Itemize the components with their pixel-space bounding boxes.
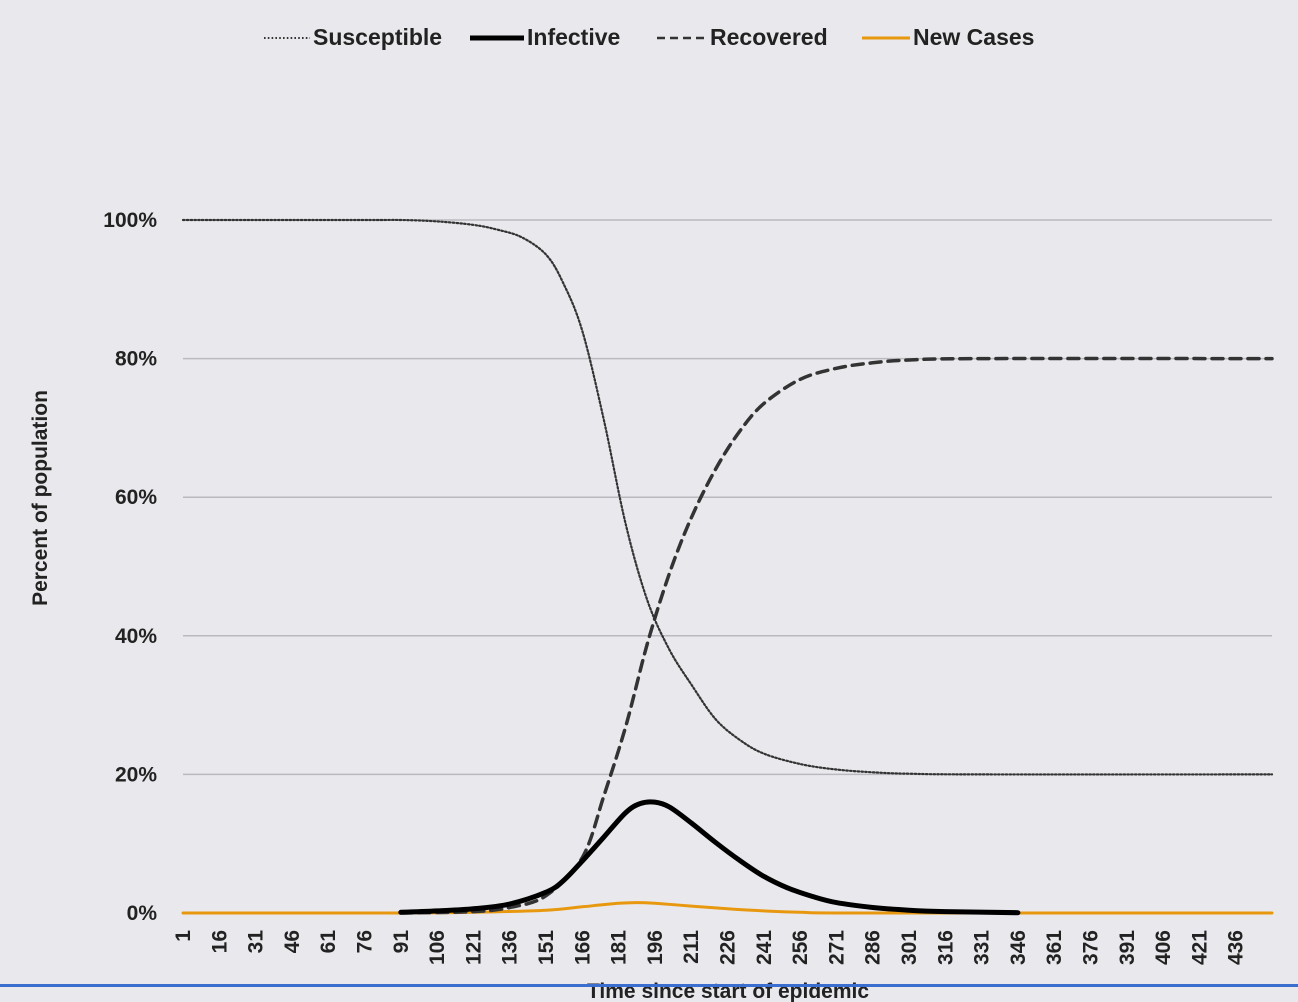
y-tick-label: 60% (115, 486, 157, 509)
series-line-new-cases (181, 901, 1274, 915)
x-tick-label: 61 (317, 930, 340, 954)
x-tick-label: 196 (644, 930, 667, 965)
legend-label-new-cases: New Cases (913, 24, 1034, 50)
y-tick-label: 40% (115, 625, 157, 648)
x-tick-label: 136 (499, 930, 522, 965)
legend: Susceptible Infective Recovered New Cases (264, 24, 1034, 50)
x-tick-label: 181 (608, 930, 631, 965)
y-axis-title: Percent of population (29, 390, 52, 606)
y-tick-label: 80% (115, 348, 157, 371)
x-tick-label: 346 (1007, 930, 1030, 965)
x-tick-label: 151 (535, 930, 558, 965)
y-tick-label: 100% (103, 209, 157, 232)
series-lines (181, 218, 1274, 916)
x-tick-label: 76 (354, 930, 377, 953)
x-tick-label: 1 (172, 930, 195, 942)
y-tick-label: 0% (127, 902, 158, 925)
x-tick-label: 226 (717, 930, 740, 965)
legend-label-recovered: Recovered (710, 24, 828, 50)
y-tick-label: 20% (115, 763, 157, 786)
x-tick-label: 91 (390, 930, 413, 954)
x-tick-label: 406 (1152, 930, 1175, 965)
x-tick-label: 301 (898, 930, 921, 965)
x-tick-label: 331 (971, 930, 994, 965)
x-tick-label: 376 (1080, 930, 1103, 965)
x-tick-label: 121 (462, 930, 485, 965)
y-tick-labels: 0% 20% 40% 60% 80% 100% (103, 209, 157, 925)
gridlines (183, 219, 1272, 776)
series-line-infective (398, 799, 1021, 916)
x-tick-label: 166 (571, 930, 594, 965)
series-line-susceptible (181, 218, 1274, 776)
x-tick-label: 31 (245, 930, 268, 954)
legend-label-infective: Infective (527, 24, 620, 50)
x-tick-label: 211 (680, 930, 703, 964)
x-tick-labels: 1 16 31 46 61 76 91 106 121 136 151 166 181 196 211 226… (172, 930, 1248, 965)
x-tick-label: 316 (934, 930, 957, 965)
x-tick-label: 286 (862, 930, 885, 965)
x-tick-label: 106 (426, 930, 449, 965)
x-tick-label: 16 (208, 930, 231, 953)
x-tick-label: 241 (753, 930, 776, 965)
legend-label-susceptible: Susceptible (313, 24, 442, 50)
x-tick-label: 361 (1043, 930, 1066, 965)
x-tick-label: 436 (1225, 930, 1248, 965)
x-tick-label: 46 (281, 930, 304, 953)
x-tick-label: 421 (1188, 930, 1211, 965)
x-tick-label: 391 (1116, 930, 1139, 965)
x-tick-label: 271 (825, 930, 848, 965)
window-edge-line (0, 984, 1298, 987)
x-tick-label: 256 (789, 930, 812, 965)
